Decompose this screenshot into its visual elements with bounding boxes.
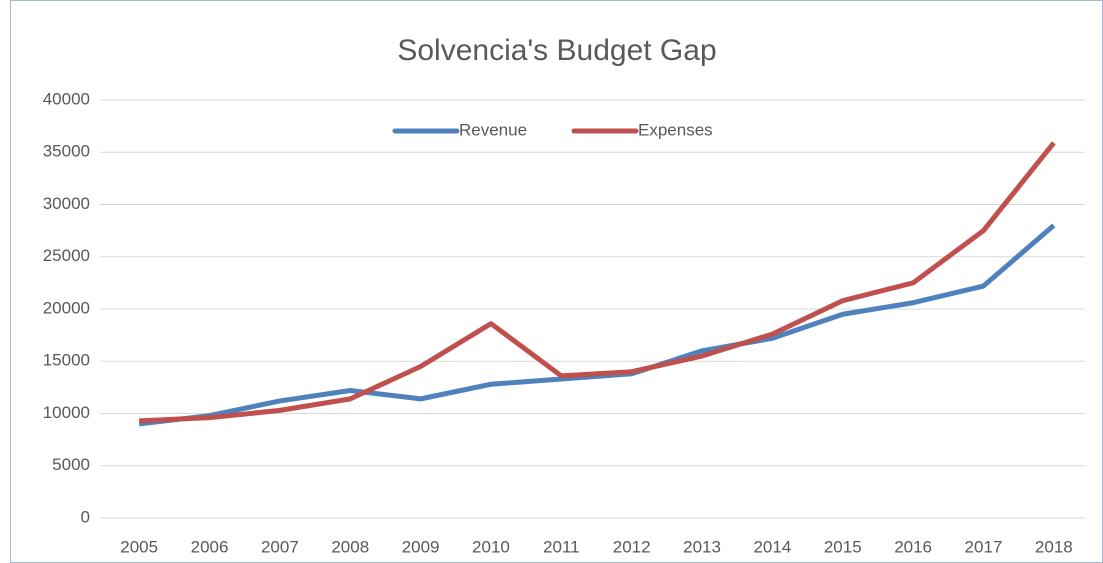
x-tick-label: 2012 — [613, 537, 651, 556]
x-tick-label: 2015 — [824, 537, 862, 556]
y-tick-label: 40000 — [43, 89, 90, 108]
x-tick-label: 2016 — [894, 537, 932, 556]
y-tick-label: 25000 — [43, 246, 90, 265]
y-tick-label: 5000 — [52, 455, 90, 474]
x-tick-label: 2007 — [261, 537, 299, 556]
y-tick-label: 15000 — [43, 351, 90, 370]
y-tick-label: 35000 — [43, 142, 90, 161]
x-tick-label: 2009 — [402, 537, 440, 556]
x-tick-label: 2010 — [472, 537, 510, 556]
chart-border — [10, 0, 1103, 563]
x-tick-label: 2008 — [331, 537, 369, 556]
legend-label: Expenses — [638, 120, 713, 139]
x-tick-label: 2006 — [191, 537, 229, 556]
series-line — [139, 141, 1056, 424]
chart-title: Solvencia's Budget Gap — [397, 34, 716, 67]
x-tick-label: 2014 — [753, 537, 791, 556]
x-tick-label: 2013 — [683, 537, 721, 556]
y-tick-label: 20000 — [43, 298, 90, 317]
x-tick-label: 2018 — [1035, 537, 1073, 556]
y-tick-label: 30000 — [43, 194, 90, 213]
x-tick-label: 2017 — [965, 537, 1003, 556]
y-tick-label: 10000 — [43, 403, 90, 422]
x-tick-label: 2011 — [543, 537, 580, 556]
y-tick-label: 0 — [81, 507, 90, 526]
x-tick-label: 2005 — [120, 537, 158, 556]
series-line — [138, 223, 1056, 427]
legend-label: Revenue — [459, 120, 527, 139]
